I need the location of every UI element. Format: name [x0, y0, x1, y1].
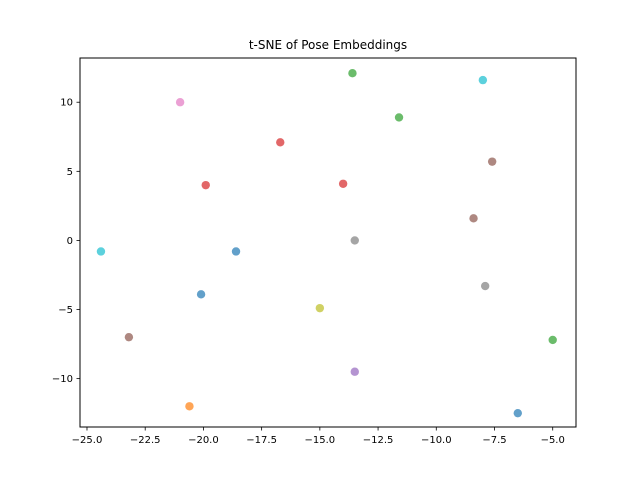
data-point: [478, 75, 488, 85]
y-axis-ticks: −10 −5 0 5 10: [52, 98, 80, 385]
data-point: [338, 179, 348, 188]
data-point: [394, 113, 404, 122]
y-tick-label: −5: [58, 305, 73, 316]
data-point: [185, 402, 194, 411]
data-points: [96, 69, 557, 418]
data-point: [469, 214, 478, 223]
y-tick-label: 10: [60, 98, 73, 109]
data-point: [480, 281, 490, 291]
data-point: [175, 98, 185, 107]
x-tick-label: −10.0: [421, 435, 452, 446]
x-tick-label: −15.0: [305, 435, 336, 446]
x-tick-label: −22.5: [130, 435, 161, 446]
x-tick-label: −5.0: [541, 435, 565, 446]
y-tick-label: −10: [52, 374, 73, 385]
data-point: [196, 290, 206, 299]
data-point: [350, 367, 359, 376]
plot-area-frame: [79, 57, 577, 428]
x-tick-label: −17.5: [246, 435, 277, 446]
data-point: [276, 138, 285, 147]
y-tick-label: 0: [67, 236, 73, 247]
x-tick-label: −20.0: [188, 435, 219, 446]
data-point: [487, 157, 497, 166]
chart-title: t-SNE of Pose Embeddings: [249, 38, 407, 52]
data-point: [548, 335, 557, 345]
data-point: [231, 247, 241, 256]
x-tick-label: −12.5: [363, 435, 394, 446]
x-tick-label: −7.5: [482, 435, 506, 446]
data-point: [350, 236, 359, 245]
data-point: [513, 408, 522, 418]
y-tick-label: 5: [67, 167, 73, 178]
data-point: [348, 69, 357, 78]
data-point: [96, 247, 106, 256]
data-point: [124, 332, 134, 342]
data-point: [201, 180, 210, 190]
data-point: [315, 303, 325, 313]
x-axis-ticks: −25.0 −22.5 −20.0 −17.5 −15.0 −12.5 −10.0 −7.5 −…: [72, 427, 565, 446]
x-tick-label: −25.0: [72, 435, 103, 446]
